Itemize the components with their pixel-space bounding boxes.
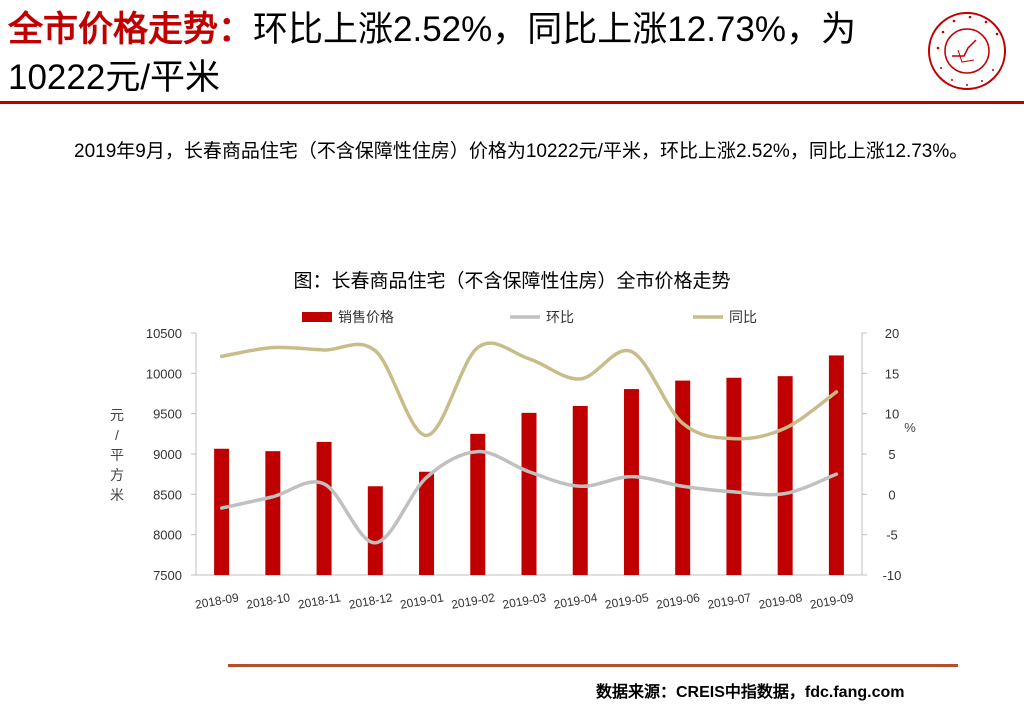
right-tick-label: 10	[885, 407, 899, 422]
price-trend-chart: 7500 8000 8500 9000 9500 10000 10500 -10 -5 0 5 10 1…	[110, 309, 916, 612]
x-tick-label: 2018-11	[297, 590, 342, 611]
source-divider	[228, 664, 958, 667]
legend-swatch-sales-price	[302, 312, 332, 322]
page-title-lead: 全市价格走势：	[8, 10, 254, 49]
right-tick-label: 5	[888, 447, 895, 462]
bar-sales-price	[675, 380, 691, 575]
legend-label: 同比	[729, 309, 757, 325]
summary-paragraph: 2019年9月，长春商品住宅（不含保障性住房）价格为10222元/平米，环比上涨…	[36, 132, 996, 172]
right-tick-label: -5	[886, 528, 898, 543]
left-tick-label: 7500	[153, 568, 182, 583]
left-tick-label: 10500	[146, 326, 182, 341]
bar-sales-price	[214, 448, 230, 575]
x-tick-label: 2019-04	[553, 590, 599, 611]
left-tick-label: 8000	[153, 528, 182, 543]
bar-sales-price	[521, 412, 537, 575]
left-axis-title-char: 元	[110, 407, 124, 423]
right-tick-label: 0	[888, 487, 895, 502]
bar-sales-price	[265, 451, 281, 575]
x-tick-label: 2019-02	[450, 590, 496, 611]
bar-sales-price	[726, 377, 742, 575]
x-tick-label: 2019-03	[501, 590, 547, 611]
x-tick-label: 2019-06	[655, 590, 701, 611]
left-axis-title-char: /	[115, 427, 119, 443]
legend-label: 环比	[546, 309, 574, 325]
summary-text: 2019年9月，长春商品住宅（不含保障性住房）价格为10222元/平米，环比上涨…	[74, 141, 969, 162]
right-tick-label: 15	[885, 366, 899, 381]
bar-sales-price	[367, 486, 383, 575]
x-tick-label: 2019-05	[604, 590, 650, 611]
left-tick-label: 10000	[146, 366, 182, 381]
bar-sales-price	[777, 376, 793, 575]
bar-sales-price	[572, 406, 588, 575]
x-tick-label: 2018-12	[348, 590, 394, 611]
left-axis-title-char: 平	[110, 447, 124, 463]
left-tick-label: 9500	[153, 407, 182, 422]
left-axis-title-char: 方	[110, 467, 124, 483]
bar-sales-price	[623, 389, 639, 575]
chart-title: 图：长春商品住宅（不含保障性住房）全市价格走势	[293, 271, 731, 292]
left-tick-label: 9000	[153, 447, 182, 462]
right-tick-label: 20	[885, 326, 899, 341]
x-tick-label: 2018-09	[194, 590, 240, 611]
legend-label: 销售价格	[338, 309, 394, 325]
bar-sales-price	[419, 471, 435, 575]
bar-sales-price	[316, 441, 332, 575]
right-tick-label: -10	[883, 568, 902, 583]
x-tick-label: 2018-10	[245, 590, 291, 611]
title-divider	[0, 101, 1024, 104]
china-index-academy-seal-icon	[928, 12, 1006, 90]
page-title: 全市价格走势：环比上涨2.52%，同比上涨12.73%，为10222元/平米	[8, 6, 908, 102]
x-tick-label: 2019-09	[809, 590, 855, 611]
left-tick-label: 8500	[153, 487, 182, 502]
bar-sales-price	[470, 433, 486, 575]
right-axis-title: %	[904, 420, 916, 435]
x-tick-label: 2019-07	[706, 590, 752, 611]
bar-sales-price	[828, 355, 844, 575]
left-axis-title-char: 米	[110, 487, 124, 503]
line-yoy-change	[219, 341, 839, 441]
x-tick-label: 2019-01	[399, 590, 445, 611]
x-tick-label: 2019-08	[758, 590, 804, 611]
page-title-rest: 环比上涨2.52%，同比上涨12.73%，为10222元/平米	[8, 10, 856, 97]
data-source: 数据来源：CREIS中指数据，fdc.fang.com	[596, 684, 905, 701]
